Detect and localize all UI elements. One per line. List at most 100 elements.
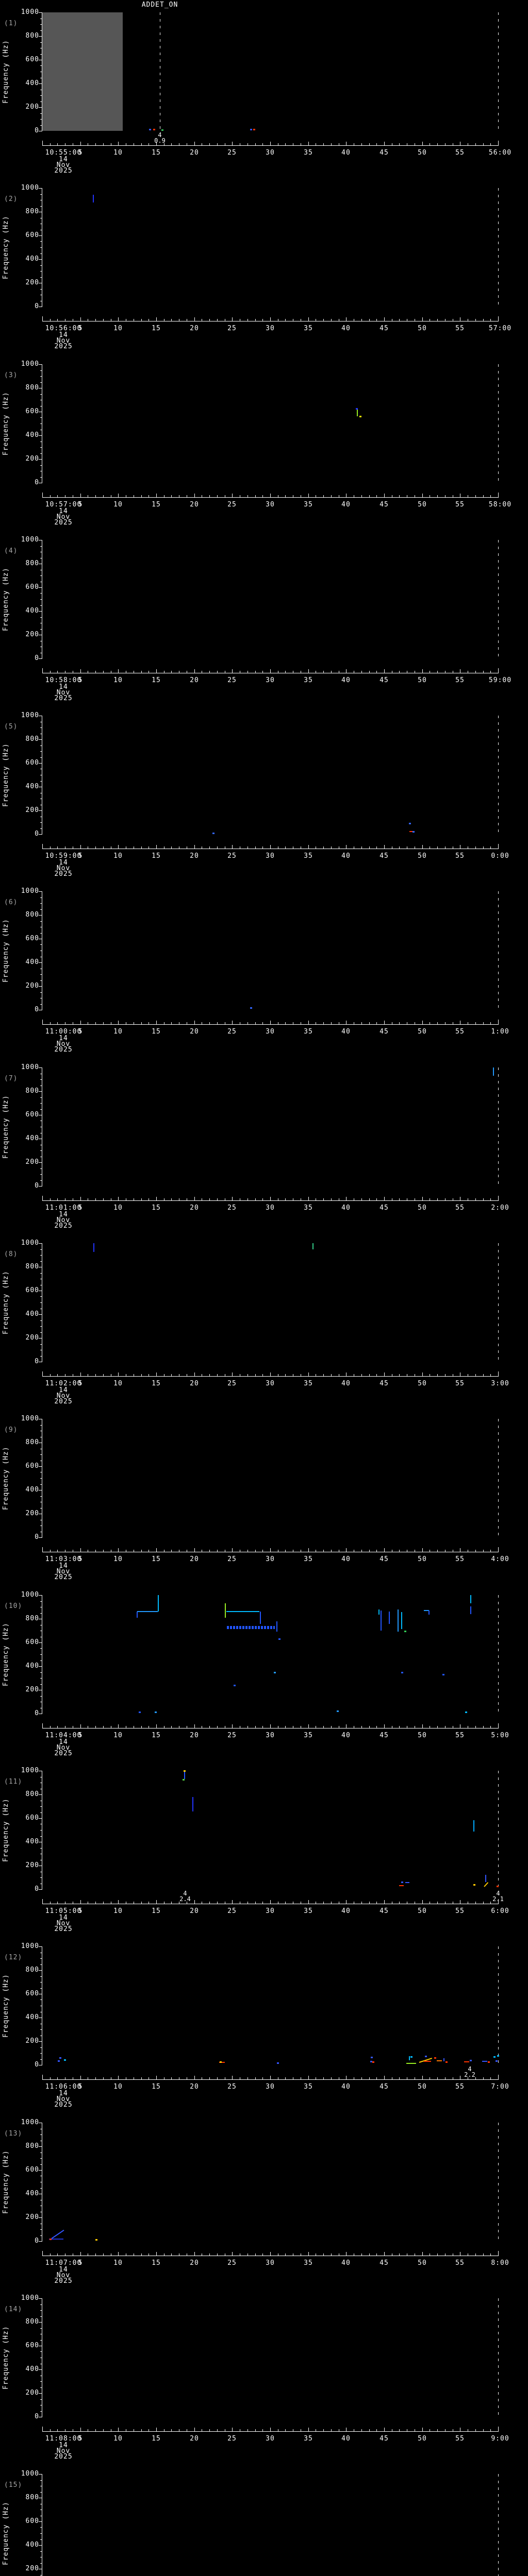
x-axis-date-line: 2025 bbox=[54, 694, 73, 702]
y-tick-label: 200 bbox=[25, 631, 39, 638]
spectral-trace-horizontal bbox=[482, 2061, 488, 2062]
x-axis-tick bbox=[50, 2253, 51, 2256]
panel-index-label: (3) bbox=[4, 371, 18, 379]
x-tick-label: 55 bbox=[455, 2435, 465, 2443]
y-tick-label: 1000 bbox=[21, 1063, 39, 1071]
x-tick-label: 35 bbox=[304, 149, 313, 157]
x-start-time-label: 11:03:00 bbox=[45, 1555, 82, 1563]
x-axis-tick bbox=[331, 1022, 332, 1024]
y-axis-tick bbox=[40, 1999, 42, 2000]
x-axis-tick bbox=[399, 319, 400, 321]
spectral-dot bbox=[356, 408, 358, 410]
x-axis-tick bbox=[171, 2253, 172, 2256]
y-tick-label: 600 bbox=[25, 1462, 39, 1470]
y-axis-tick bbox=[40, 1836, 42, 1837]
y-tick-label: 400 bbox=[25, 958, 39, 966]
x-tick-label: 50 bbox=[418, 325, 427, 332]
y-axis-tick bbox=[39, 459, 42, 460]
x-axis-tick bbox=[285, 1550, 286, 1552]
x-axis-tick bbox=[369, 1022, 370, 1024]
y-axis-tick bbox=[39, 12, 42, 13]
x-axis-tick bbox=[148, 1198, 149, 1200]
x-axis-tick bbox=[490, 1902, 491, 1904]
y-axis-tick bbox=[40, 2480, 42, 2481]
x-tick-label: 35 bbox=[304, 1028, 313, 1036]
x-axis-tick bbox=[422, 1372, 423, 1376]
right-edge-dashed-line bbox=[498, 1067, 499, 1188]
x-axis-tick bbox=[194, 2428, 195, 2431]
y-tick-label: 400 bbox=[25, 1134, 39, 1142]
x-axis-tick bbox=[209, 1198, 210, 1200]
x-axis-tick bbox=[498, 2427, 499, 2431]
x-axis-tick bbox=[475, 1550, 476, 1552]
y-axis-title: Frequency (Hz) bbox=[2, 743, 10, 807]
x-axis-date-line: Nov bbox=[56, 2272, 71, 2279]
y-axis-tick bbox=[40, 30, 42, 31]
x-axis-tick bbox=[445, 2253, 446, 2256]
y-tick-label: 800 bbox=[25, 1263, 39, 1270]
x-axis-tick bbox=[209, 1374, 210, 1376]
y-tick-label: 0 bbox=[35, 479, 39, 486]
x-tick-label: 45 bbox=[380, 1732, 389, 1739]
x-axis-tick bbox=[217, 2077, 218, 2079]
x-start-time-label: 10:56:00 bbox=[45, 325, 82, 332]
y-axis-tick bbox=[39, 587, 42, 588]
x-axis-tick bbox=[483, 1198, 484, 1200]
x-axis-date-line: 2025 bbox=[54, 519, 73, 527]
spectral-dot bbox=[404, 1631, 406, 1632]
spectral-trace-vertical bbox=[158, 1595, 159, 1612]
x-axis-tick bbox=[50, 1022, 51, 1024]
x-axis-tick bbox=[308, 1724, 309, 1728]
y-axis-tick bbox=[39, 658, 42, 659]
x-axis-date-line: 2025 bbox=[54, 1573, 73, 1581]
x-tick-label: 30 bbox=[266, 2259, 275, 2267]
x-axis-tick bbox=[369, 2077, 370, 2079]
y-tick-label: 800 bbox=[25, 735, 39, 743]
x-end-time-label: 56:00 bbox=[488, 149, 512, 157]
spectral-dot bbox=[442, 1674, 444, 1675]
y-axis-tick bbox=[40, 265, 42, 266]
x-tick-label: 40 bbox=[341, 1204, 351, 1212]
x-axis-tick bbox=[194, 1900, 195, 1904]
x-tick-label: 55 bbox=[455, 1555, 465, 1563]
x-axis-tick bbox=[141, 1550, 142, 1552]
y-axis-tick bbox=[39, 834, 42, 835]
x-tick-label: 25 bbox=[227, 1204, 237, 1212]
y-axis-tick bbox=[40, 1508, 42, 1509]
x-axis-tick bbox=[498, 1547, 499, 1552]
x-tick-label: 10 bbox=[113, 852, 123, 860]
x-axis-tick bbox=[384, 142, 385, 145]
x-axis-tick bbox=[323, 1198, 324, 1200]
x-axis-tick bbox=[232, 317, 233, 321]
x-axis-date-line: 2025 bbox=[54, 1750, 73, 1757]
x-axis-tick bbox=[475, 319, 476, 321]
x-axis-tick bbox=[262, 319, 263, 321]
panel-index-label: (12) bbox=[4, 1954, 23, 1961]
x-axis-tick bbox=[361, 319, 362, 321]
y-tick-label: 1000 bbox=[21, 887, 39, 895]
x-axis-tick bbox=[42, 1196, 43, 1200]
x-axis-tick bbox=[475, 1726, 476, 1728]
y-tick-label: 1000 bbox=[21, 1767, 39, 1774]
x-axis-tick bbox=[437, 846, 438, 849]
x-axis-tick bbox=[331, 1374, 332, 1376]
x-tick-label: 10 bbox=[113, 501, 123, 509]
x-tick-label: 25 bbox=[227, 325, 237, 332]
x-axis-tick bbox=[331, 671, 332, 673]
x-axis-tick bbox=[399, 1022, 400, 1024]
x-axis-tick bbox=[255, 1902, 256, 1904]
y-axis-tick bbox=[39, 2217, 42, 2218]
right-edge-dashed-line bbox=[498, 2298, 499, 2419]
x-axis-tick bbox=[437, 319, 438, 321]
x-axis-tick bbox=[156, 2252, 157, 2256]
x-axis-tick bbox=[255, 2253, 256, 2256]
x-tick-label: 25 bbox=[227, 149, 237, 157]
x-start-time-label: 10:55:00 bbox=[45, 149, 82, 157]
x-axis-tick bbox=[118, 317, 119, 321]
x-axis-tick bbox=[232, 2428, 233, 2431]
x-axis-tick bbox=[171, 1198, 172, 1200]
x-axis-tick bbox=[209, 2253, 210, 2256]
y-axis-tick bbox=[40, 1654, 42, 1655]
y-axis-tick bbox=[40, 1958, 42, 1959]
x-tick-label: 10 bbox=[113, 1555, 123, 1563]
